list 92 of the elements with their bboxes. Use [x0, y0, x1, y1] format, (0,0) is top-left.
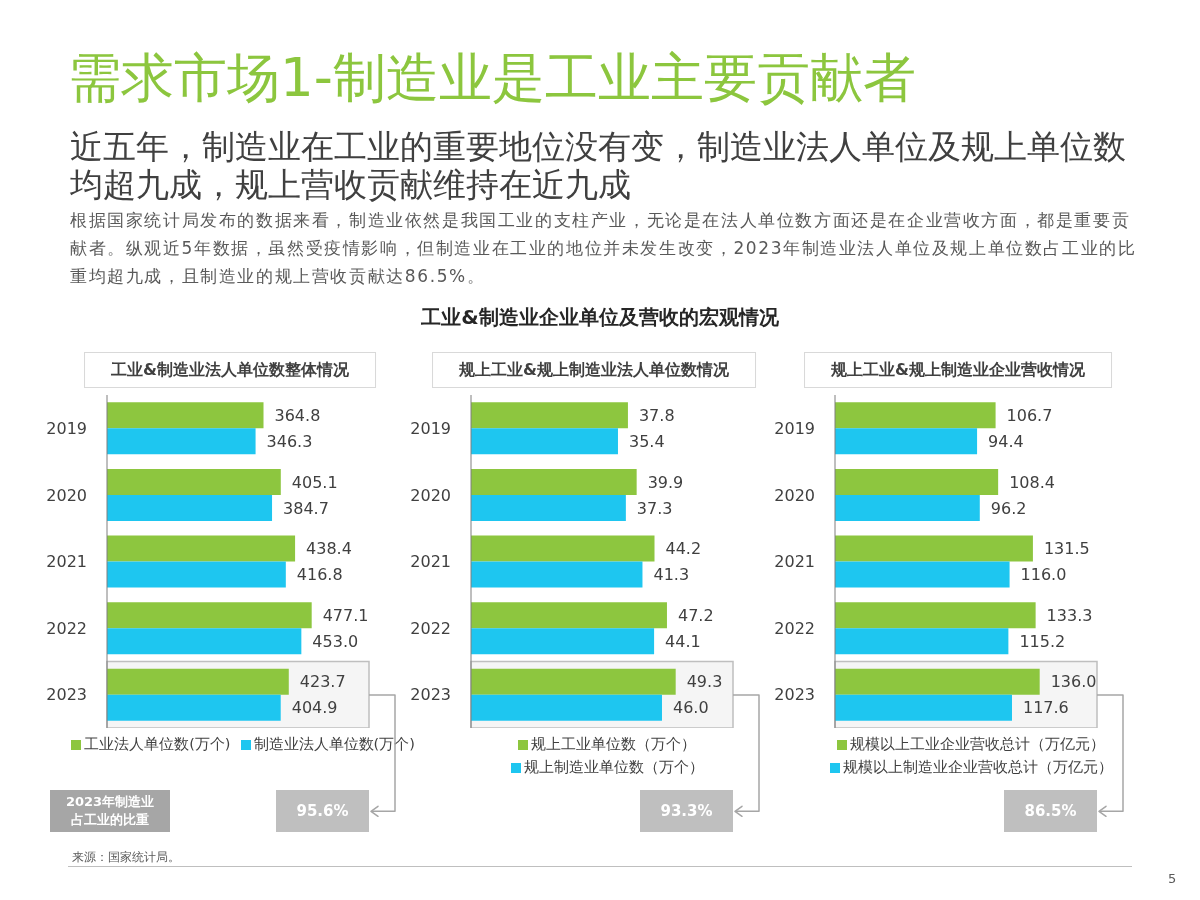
data-label: 41.3	[653, 565, 690, 585]
text: 近五年，制造业在工业的重要地位没有变，制造业法人单位及规上单位数均超九成，规上营收贡献维持在近九成	[70, 127, 1127, 204]
text: 5	[1168, 870, 1177, 888]
bar	[471, 402, 628, 429]
data-label: 116.0	[1020, 565, 1067, 585]
text: 工业&制造业企业单位及营收的宏观情况	[420, 304, 780, 331]
bar	[835, 402, 996, 429]
bar	[107, 428, 256, 455]
bar	[835, 628, 1009, 655]
bar	[835, 694, 1012, 721]
bar	[107, 561, 286, 588]
y-tick-label: 2021	[774, 552, 815, 572]
y-tick-label: 2020	[774, 485, 815, 505]
legend-label: 制造业法人单位数(万个)	[253, 735, 415, 754]
bar	[471, 535, 655, 562]
y-tick-label: 2020	[46, 485, 87, 505]
data-label: 94.4	[988, 432, 1024, 452]
bar	[107, 694, 281, 721]
legend-label: 规模以上工业企业营收总计（万亿元）	[850, 735, 1105, 754]
bar	[107, 535, 296, 562]
data-label: 49.3	[686, 672, 723, 692]
bar	[471, 602, 667, 629]
legend-label: 工业法人单位数(万个)	[84, 735, 231, 754]
bar	[107, 494, 273, 521]
y-tick-label: 2019	[774, 418, 815, 438]
data-label: 96.2	[990, 498, 1027, 518]
bar	[107, 602, 312, 629]
chart-title: 规上工业&规上制造业法人单位数情况	[432, 352, 756, 388]
data-label: 438.4	[306, 539, 352, 559]
bar	[107, 468, 281, 495]
text: 86.5%	[1004, 790, 1097, 832]
data-label: 136.0	[1050, 672, 1097, 692]
bar	[835, 468, 999, 495]
legend-label: 规上工业单位数（万个）	[531, 735, 696, 754]
data-label: 346.3	[266, 432, 313, 452]
data-label: 404.9	[291, 698, 338, 718]
data-label: 117.6	[1022, 698, 1069, 718]
bar	[471, 628, 655, 655]
text: 93.3%	[640, 790, 733, 832]
data-label: 384.7	[283, 498, 329, 518]
bar	[471, 494, 626, 521]
bar	[835, 561, 1010, 588]
y-tick-label: 2020	[410, 485, 451, 505]
y-tick-label: 2022	[774, 618, 815, 638]
text: 95.6%	[276, 790, 369, 832]
y-tick-label: 2019	[410, 418, 451, 438]
data-label: 44.2	[665, 539, 702, 559]
bar	[471, 694, 662, 721]
y-tick-label: 2021	[410, 552, 451, 572]
chart-title: 工业&制造业法人单位数整体情况	[84, 352, 376, 388]
y-tick-label: 2021	[46, 552, 87, 572]
data-label: 364.8	[274, 406, 321, 426]
y-tick-label: 2019	[46, 418, 87, 438]
data-label: 37.3	[636, 498, 673, 518]
data-label: 108.4	[1009, 472, 1055, 492]
text: 2023年制造业占工业的比重	[50, 790, 170, 832]
data-label: 416.8	[296, 565, 343, 585]
bar	[835, 428, 978, 455]
data-label: 131.5	[1043, 539, 1090, 559]
text: 根据国家统计局发布的数据来看，制造业依然是我国工业的支柱产业，无论是在法人单位数方面还是在企业营收方面，都是重要贡献者。纵观近5年数据，虽然受疫情影响，但制造业在工业的地位并未发生改变，2023年制造业法人单位及规上单位数占工业的比重均超九成，且制造业的规上营收贡献达86.5%。	[70, 209, 1138, 288]
data-label: 453.0	[312, 631, 359, 651]
text: 需求市场1-制造业是工业主要贡献者	[68, 46, 916, 110]
bar	[471, 561, 643, 588]
chart-title: 规上工业&规上制造业企业营收情况	[804, 352, 1112, 388]
data-label: 35.4	[628, 432, 665, 452]
y-tick-label: 2022	[410, 618, 451, 638]
data-label: 405.1	[291, 472, 338, 492]
y-tick-label: 2023	[410, 685, 451, 705]
bar	[835, 602, 1036, 629]
data-label: 106.7	[1006, 406, 1053, 426]
bar	[107, 668, 289, 695]
y-tick-label: 2023	[774, 685, 815, 705]
data-label: 47.2	[677, 605, 714, 625]
y-tick-label: 2023	[46, 685, 87, 705]
bar	[835, 494, 980, 521]
bar	[835, 535, 1033, 562]
bar	[107, 628, 302, 655]
data-label: 46.0	[672, 698, 709, 718]
y-tick-label: 2022	[46, 618, 87, 638]
data-label: 423.7	[299, 672, 346, 692]
bar	[471, 428, 618, 455]
source-note: 来源：国家统计局。	[72, 849, 180, 866]
legend-label: 规上制造业单位数（万个）	[523, 758, 704, 777]
bar	[107, 402, 264, 429]
data-label: 44.1	[665, 631, 701, 651]
data-label: 477.1	[322, 605, 369, 625]
bar	[471, 468, 637, 495]
data-label: 37.8	[638, 406, 675, 426]
data-label: 115.2	[1019, 631, 1066, 651]
data-label: 39.9	[647, 472, 684, 492]
legend-label: 规模以上制造业企业营收总计（万亿元）	[842, 758, 1113, 777]
data-label: 133.3	[1046, 605, 1093, 625]
